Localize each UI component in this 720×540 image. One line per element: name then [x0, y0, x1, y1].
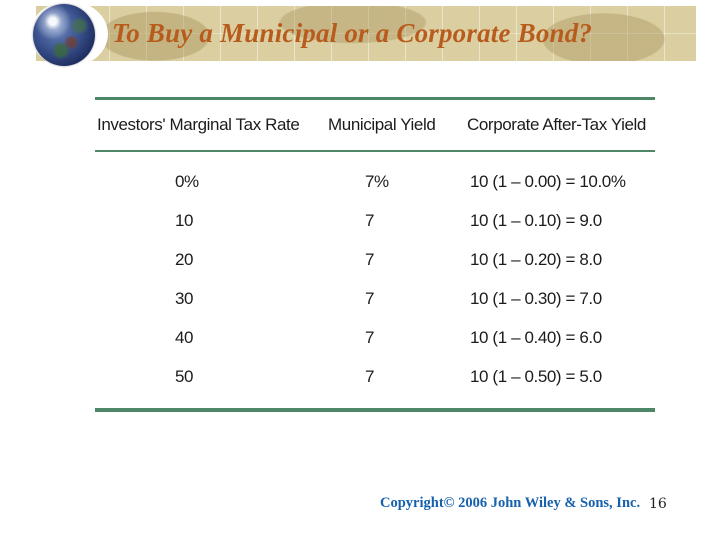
globe-icon: [33, 4, 95, 66]
municipal-yield-cell: 7: [365, 366, 375, 386]
page-number: 16: [649, 496, 667, 512]
table-row: 40 7 10 (1 – 0.40) = 6.0: [95, 318, 655, 357]
column-header-municipal-yield: Municipal Yield: [328, 115, 436, 134]
municipal-yield-cell: 7: [365, 249, 375, 269]
corporate-yield-cell: 10 (1 – 0.30) = 7.0: [470, 288, 602, 308]
tax-rate-cell: 30: [175, 288, 194, 308]
corporate-yield-cell: 10 (1 – 0.00) = 10.0%: [470, 171, 626, 191]
corporate-yield-cell: 10 (1 – 0.20) = 8.0: [470, 249, 602, 269]
slide-title: To Buy a Municipal or a Corporate Bond?: [112, 18, 593, 48]
municipal-yield-cell: 7: [365, 288, 375, 308]
municipal-yield-cell: 7: [365, 327, 375, 347]
table-header-row: Investors' Marginal Tax Rate Municipal Y…: [95, 100, 655, 152]
header-banner: To Buy a Municipal or a Corporate Bond?: [36, 6, 696, 61]
table-body: 0% 7% 10 (1 – 0.00) = 10.0% 10 7 10 (1 –…: [95, 152, 655, 408]
table-row: 0% 7% 10 (1 – 0.00) = 10.0%: [95, 162, 655, 201]
corporate-yield-cell: 10 (1 – 0.10) = 9.0: [470, 210, 602, 230]
yield-comparison-table: Investors' Marginal Tax Rate Municipal Y…: [95, 97, 655, 412]
tax-rate-cell: 0%: [175, 171, 199, 191]
corporate-yield-cell: 10 (1 – 0.50) = 5.0: [470, 366, 602, 386]
tax-rate-cell: 50: [175, 366, 194, 386]
municipal-yield-cell: 7%: [365, 171, 389, 191]
table-row: 10 7 10 (1 – 0.10) = 9.0: [95, 201, 655, 240]
column-header-tax-rate: Investors' Marginal Tax Rate: [97, 115, 300, 134]
tax-rate-cell: 40: [175, 327, 194, 347]
tax-rate-cell: 20: [175, 249, 194, 269]
table-row: 20 7 10 (1 – 0.20) = 8.0: [95, 240, 655, 279]
table-row: 30 7 10 (1 – 0.30) = 7.0: [95, 279, 655, 318]
table-row: 50 7 10 (1 – 0.50) = 5.0: [95, 357, 655, 396]
column-header-corporate-yield: Corporate After-Tax Yield: [467, 115, 646, 134]
corporate-yield-cell: 10 (1 – 0.40) = 6.0: [470, 327, 602, 347]
municipal-yield-cell: 7: [365, 210, 375, 230]
tax-rate-cell: 10: [175, 210, 194, 230]
footer-copyright: Copyright© 2006 John Wiley & Sons, Inc.: [380, 495, 641, 511]
